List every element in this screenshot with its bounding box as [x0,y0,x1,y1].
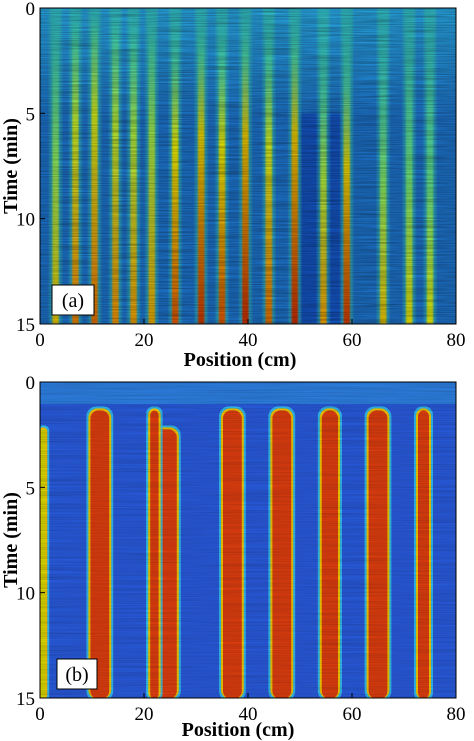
x-tick-label-0: 0 [35,704,45,725]
x-tick-label-2: 40 [239,330,258,351]
y-tick-label-3: 15 [16,315,35,336]
x-tick-label-1: 20 [135,704,154,725]
x-tick-label-3: 60 [343,704,362,725]
y-tick-label-0: 0 [26,373,36,394]
x-tick-label-0: 0 [35,330,45,351]
panel-b-heatmap-noise [40,382,456,698]
x-tick-label-2: 40 [239,704,258,725]
panel-b-xlabel: Position (cm) [182,719,295,741]
panel-a-xlabel: Position (cm) [184,349,297,371]
x-tick-label-3: 60 [343,330,362,351]
panel-a-ticks: 0 20 40 60 80 0 5 10 15 [16,0,466,351]
panel-b-label: (b) [65,664,88,686]
panel-a: 0 20 40 60 80 0 5 10 15 (a) Position (cm) Time (… [0,0,466,371]
y-tick-label-0: 0 [26,0,36,20]
x-tick-label-1: 20 [135,330,154,351]
y-tick-label-1: 5 [26,478,36,499]
panel-a-ylabel: Time (min) [0,118,22,214]
panel-a-label-box: (a) [51,284,95,316]
panel-b-ylabel: Time (min) [0,492,22,588]
panel-b-label-box: (b) [56,658,98,690]
y-tick-label-2: 10 [16,210,35,231]
y-tick-label-2: 10 [16,584,35,605]
y-tick-label-1: 5 [26,104,36,125]
x-tick-label-4: 80 [447,704,466,725]
x-tick-label-4: 80 [447,330,466,351]
panel-a-heatmap-noise [40,8,456,324]
panel-b: 0 20 40 60 80 0 5 10 15 (b) Position (cm) Time (… [0,373,466,741]
y-tick-label-3: 15 [16,689,35,710]
panel-b-ticks: 0 20 40 60 80 0 5 10 15 [16,373,466,725]
panel-a-label: (a) [62,290,84,312]
